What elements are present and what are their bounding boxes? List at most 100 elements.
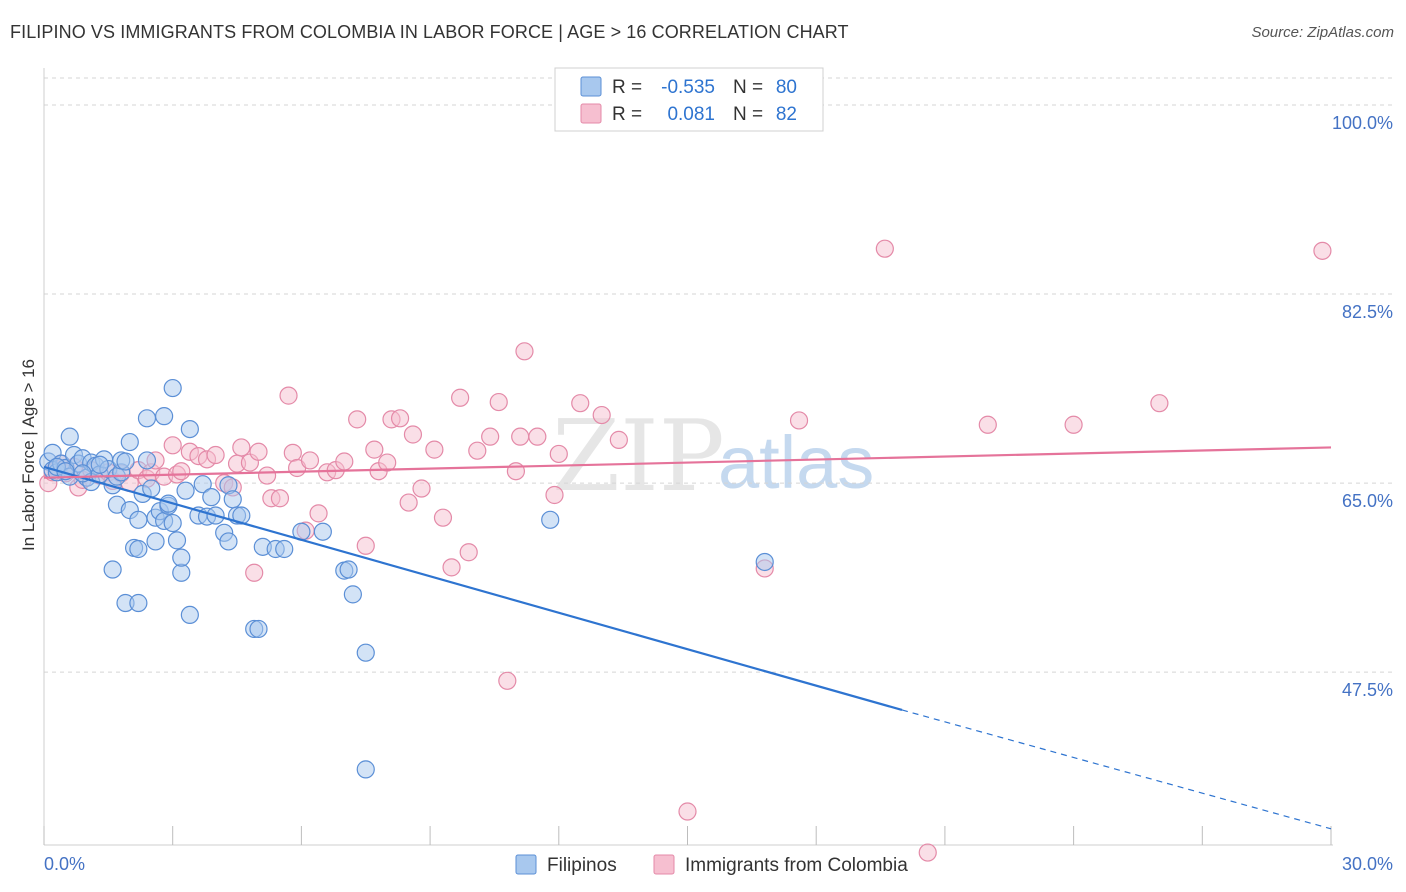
data-point — [545, 485, 564, 505]
source-note: Source: ZipAtlas.com — [1251, 24, 1394, 41]
data-point — [468, 441, 487, 460]
data-point — [356, 536, 375, 555]
legend-label-filipinos: Filipinos — [547, 855, 617, 876]
data-point — [103, 560, 122, 579]
data-point — [481, 427, 500, 446]
data-point — [451, 388, 470, 407]
legend-label-colombia: Immigrants from Colombia — [685, 855, 908, 876]
data-point — [180, 419, 199, 439]
legend-n-label-2: N = — [733, 104, 763, 125]
data-point — [129, 539, 148, 559]
legend-swatch-filipinos — [515, 854, 537, 875]
data-point — [232, 506, 251, 525]
chart-title: FILIPINO VS IMMIGRANTS FROM COLOMBIA IN … — [10, 22, 849, 42]
trend-line-filipinos — [43, 465, 903, 712]
data-point — [163, 513, 182, 533]
data-point — [335, 452, 354, 471]
data-point — [172, 462, 191, 481]
data-point — [755, 552, 774, 572]
y-axis-title: In Labor Force | Age > 16 — [19, 359, 38, 551]
data-point — [412, 479, 431, 498]
watermark-atlas: atlas — [718, 421, 874, 504]
data-point — [279, 386, 298, 405]
data-point — [270, 489, 290, 508]
data-point — [137, 451, 157, 470]
y-tick-label: 47.5% — [1342, 680, 1393, 700]
legend-swatch-colombia — [653, 854, 675, 875]
trend-line-filipinos-extrapolated — [901, 709, 1332, 830]
data-point — [116, 452, 135, 471]
legend-r-value-1: -0.535 — [661, 77, 715, 98]
legend-swatch-blue — [580, 76, 602, 97]
legend-r-label-1: R = — [612, 77, 642, 98]
data-point — [442, 558, 461, 577]
data-point — [339, 560, 358, 579]
x-tick-marks — [43, 826, 1332, 845]
legend-swatch-pink — [580, 103, 602, 124]
x-tick-label-min: 0.0% — [44, 854, 85, 874]
data-point — [549, 444, 568, 464]
data-point — [365, 440, 384, 459]
data-point — [155, 407, 174, 426]
data-point — [223, 490, 242, 509]
data-point — [399, 493, 418, 512]
data-point — [433, 508, 453, 527]
data-point — [789, 411, 809, 430]
data-point — [313, 522, 332, 541]
gridlines — [44, 77, 1393, 673]
data-point — [1064, 415, 1083, 434]
data-point — [129, 510, 148, 529]
data-point — [515, 342, 534, 361]
stats-legend: R = -0.535 N = 80 R = 0.081 N = 82 — [554, 67, 824, 132]
data-point — [172, 548, 191, 567]
data-point — [918, 843, 937, 862]
data-point — [176, 481, 195, 500]
data-point — [343, 585, 362, 604]
data-point — [511, 427, 530, 446]
data-point — [202, 488, 221, 507]
data-point — [403, 425, 423, 444]
data-point — [390, 409, 410, 428]
data-point — [300, 451, 320, 470]
data-point — [60, 427, 79, 446]
data-point — [498, 671, 517, 690]
data-point — [163, 436, 182, 455]
data-point — [137, 409, 157, 428]
data-point — [489, 392, 508, 412]
data-point — [348, 410, 367, 429]
trend-lines — [43, 446, 1332, 830]
data-point — [356, 643, 375, 662]
data-point — [459, 543, 478, 562]
data-point — [678, 802, 697, 821]
series-legend: Filipinos Immigrants from Colombia — [515, 854, 908, 876]
data-point — [875, 239, 894, 258]
watermark-zip: ZIP — [552, 400, 725, 514]
data-point — [309, 504, 328, 523]
y-tick-labels: 47.5% 65.0% 82.5% 100.0% — [1332, 113, 1393, 700]
data-point — [249, 619, 268, 639]
legend-n-label-1: N = — [733, 77, 763, 98]
data-point — [180, 605, 199, 625]
data-point — [206, 445, 225, 465]
data-point — [146, 532, 165, 551]
data-point — [506, 462, 526, 481]
data-point — [541, 510, 560, 529]
data-point — [249, 442, 268, 461]
data-point — [167, 531, 187, 550]
y-tick-label: 82.5% — [1342, 302, 1393, 322]
x-tick-label-max: 30.0% — [1342, 854, 1393, 874]
data-point — [120, 432, 139, 452]
data-point — [275, 539, 294, 559]
data-point — [1313, 241, 1332, 260]
data-point — [1150, 394, 1169, 413]
data-point — [378, 453, 397, 472]
data-point — [356, 760, 375, 779]
series-colombia-points — [39, 239, 1332, 862]
trend-line-colombia — [43, 446, 1332, 479]
data-point — [425, 440, 444, 459]
data-point — [528, 427, 547, 446]
data-point — [609, 430, 628, 449]
data-point — [163, 378, 182, 398]
data-point — [571, 394, 590, 413]
